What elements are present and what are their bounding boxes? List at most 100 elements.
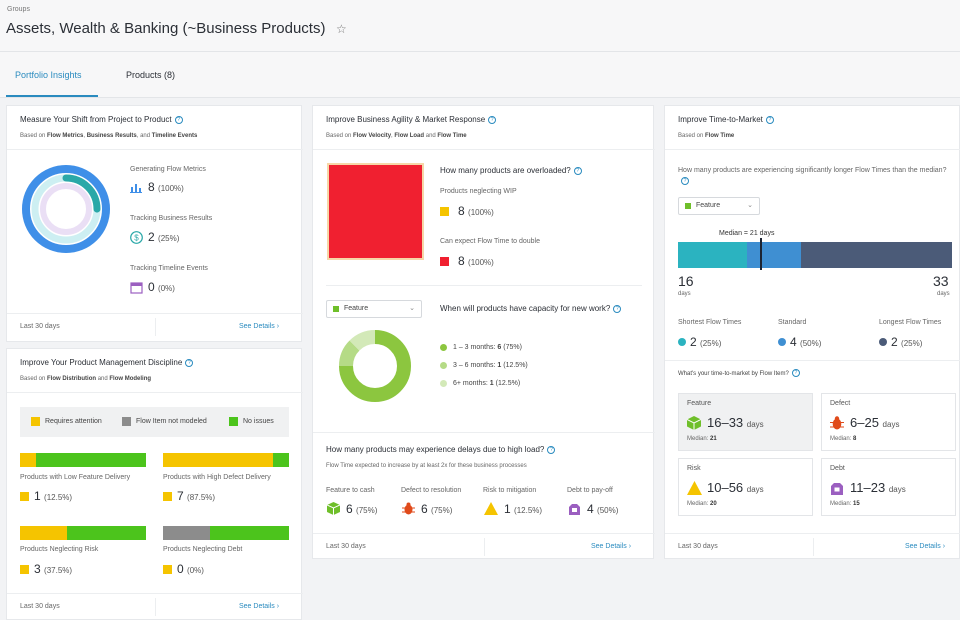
info-icon[interactable]: ? [488, 116, 497, 124]
tile-feature[interactable]: Feature 16–33 days Median: 21 [678, 393, 813, 451]
capacity-dot [440, 380, 447, 387]
wip-label: Products neglecting WIP [440, 188, 517, 195]
legend-swatch [31, 417, 40, 426]
tile-median: Median: 15 [830, 501, 860, 507]
standard-dot [778, 338, 786, 346]
bug-icon [830, 416, 844, 430]
capacity-donut [339, 330, 411, 402]
breadcrumb[interactable]: Groups [7, 6, 30, 13]
capacity-item: 6+ months: 1 (12.5%) [453, 380, 521, 387]
delay-value: 4 (50%) [587, 502, 619, 516]
see-details-link[interactable]: See Details › [905, 543, 946, 550]
item-value: 1 (12.5%) [34, 489, 73, 503]
segment-no-issues [35, 453, 146, 467]
info-icon[interactable]: ? [791, 369, 800, 377]
star-icon[interactable]: ☆ [336, 22, 347, 36]
footer-period: Last 30 days [20, 323, 60, 330]
segment-no-issues [210, 526, 289, 540]
delays-question: How many products may experience delays … [326, 445, 556, 454]
see-details-link[interactable]: See Details › [239, 323, 280, 330]
tile-debt[interactable]: Debt 11–23 days Median: 15 [821, 458, 956, 516]
donut-slice-1 [339, 340, 360, 367]
max-unit: days [937, 291, 950, 297]
tile-label: Debt [830, 465, 845, 472]
info-icon[interactable]: ? [547, 446, 556, 454]
wip-swatch [440, 207, 449, 216]
distribution-bar [163, 453, 289, 467]
info-icon[interactable]: ? [765, 116, 774, 124]
card-title: Improve Your Product Management Discipli… [20, 358, 194, 367]
metric-value: 2 (25%) [148, 230, 180, 244]
segment-requires-attention [163, 453, 274, 467]
footer-period: Last 30 days [20, 603, 60, 610]
median-label: Median = 21 days [719, 230, 775, 237]
cube-icon [685, 203, 691, 209]
see-details-link[interactable]: See Details › [591, 543, 632, 550]
debt-icon [569, 504, 580, 515]
segment-no-issues [67, 526, 146, 540]
item-label: Products Neglecting Debt [163, 546, 243, 553]
item-label: Products with High Defect Delivery [163, 474, 271, 481]
legend-swatch [122, 417, 131, 426]
overloaded-question: How many products are overloaded?? [440, 166, 582, 175]
delays-subtitle: Flow Time expected to increase by at lea… [326, 463, 527, 469]
cube-icon [687, 416, 701, 430]
flow-item-dropdown[interactable]: Feature ⌄ [678, 197, 760, 215]
card-title: Improve Business Agility & Market Respon… [326, 115, 497, 124]
segment-shortest [678, 242, 747, 268]
donut-slice-0 [339, 330, 411, 402]
shortest-label: Shortest Flow Times [678, 319, 742, 326]
info-icon[interactable]: ? [174, 116, 183, 124]
card-subtitle: Based on Flow Distribution and Flow Mode… [20, 376, 152, 382]
segment-requires-attention [20, 526, 68, 540]
min-flow-time: 16 [678, 273, 694, 289]
warning-icon [687, 481, 702, 495]
tile-range: 11–23 days [850, 480, 906, 495]
ring-business-results [31, 174, 101, 244]
segment-requires-attention [20, 453, 36, 467]
wip-value: 8 (100%) [458, 204, 494, 218]
segment-standard [746, 242, 802, 268]
tab-portfolio-insights[interactable]: Portfolio Insights [15, 70, 82, 80]
cube-icon [333, 306, 339, 312]
item-value: 3 (37.5%) [34, 562, 73, 576]
card-subtitle: Based on Flow Velocity, Flow Load and Fl… [326, 133, 467, 139]
info-icon[interactable]: ? [573, 167, 582, 175]
ttm-question: How many products are experiencing signi… [678, 167, 947, 185]
see-details-link[interactable]: See Details › [239, 603, 280, 610]
delay-value: 6 (75%) [421, 502, 453, 516]
tab-products[interactable]: Products (8) [126, 70, 176, 80]
tile-median: Median: 20 [687, 501, 717, 507]
min-unit: days [678, 291, 691, 297]
standard-label: Standard [778, 319, 807, 326]
capacity-item: 3 – 6 months: 1 (12.5%) [453, 362, 528, 369]
capacity-item: 1 – 3 months: 6 (75%) [453, 344, 522, 351]
status-swatch [163, 492, 172, 501]
donut-slice-2 [349, 330, 376, 351]
distribution-bar [20, 453, 146, 467]
shortest-dot [678, 338, 686, 346]
info-icon[interactable]: ? [613, 305, 622, 313]
longest-label: Longest Flow Times [879, 319, 942, 326]
shortest-value: 2 (25%) [690, 335, 722, 349]
double-label: Can expect Flow Time to double [440, 238, 540, 245]
svg-text:$: $ [134, 234, 139, 243]
info-icon[interactable]: ? [681, 177, 689, 185]
card-subtitle: Based on Flow Metrics, Business Results,… [20, 133, 198, 139]
card-subtitle: Based on Flow Time [678, 133, 735, 139]
tile-risk[interactable]: Risk 10–56 days Median: 20 [678, 458, 813, 516]
tile-defect[interactable]: Defect 6–25 days Median: 8 [821, 393, 956, 451]
page-title: Assets, Wealth & Banking (~Business Prod… [6, 20, 326, 37]
info-icon[interactable]: ? [185, 359, 194, 367]
flow-item-dropdown[interactable]: Feature ⌄ [326, 300, 422, 318]
standard-value: 4 (50%) [790, 335, 822, 349]
by-item-question: What's your time-to-market by Flow Item?… [678, 369, 800, 377]
chevron-down-icon: ⌄ [747, 202, 753, 209]
tab-bar: Portfolio Insights Products (8) [0, 52, 960, 98]
flow-time-range-bar [678, 242, 952, 268]
card-project-to-product: Measure Your Shift from Project to Produ… [6, 105, 303, 342]
card-title: Improve Time-to-Market? [678, 115, 774, 124]
calendar-icon [130, 282, 143, 294]
max-flow-time: 33 [933, 273, 949, 289]
delay-label: Feature to cash [326, 487, 375, 494]
